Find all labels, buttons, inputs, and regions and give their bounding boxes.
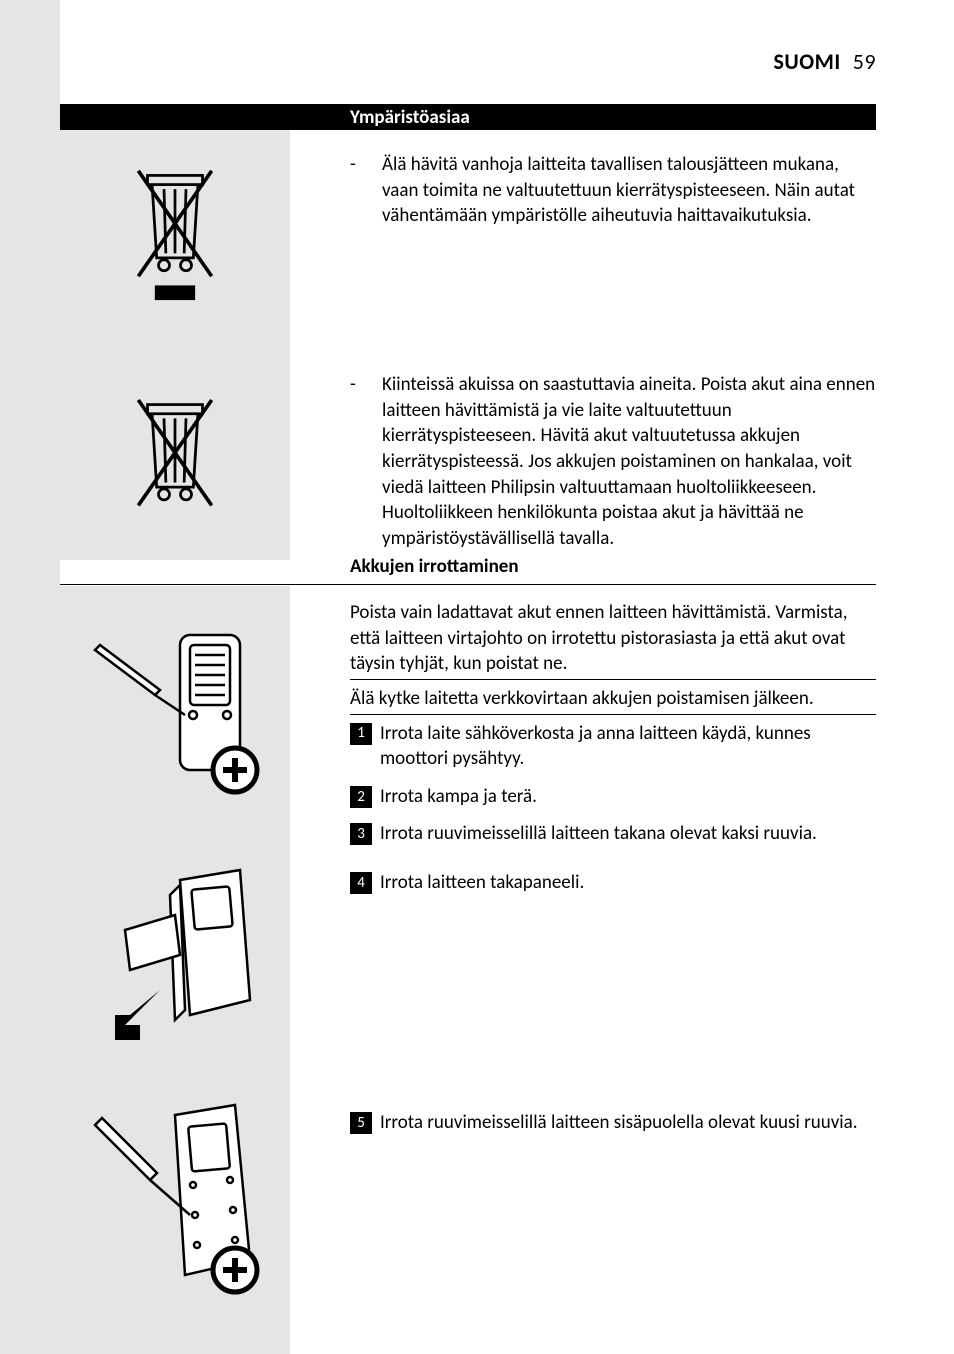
page-header: SUOMI 59 [773, 48, 876, 75]
bullet-dash: - [350, 372, 382, 551]
env-bullet-1-text: Älä hävitä vanhoja laitteita tavallisen … [382, 152, 876, 229]
step-2-text: Irrota kampa ja terä. [380, 784, 876, 810]
step-4-text: Irrota laitteen takapaneeli. [380, 870, 876, 896]
step-number-5: 5 [350, 1112, 372, 1134]
remove-back-panel-icon [85, 850, 265, 1060]
subheading-battery-removal: Akkujen irrottaminen [350, 555, 519, 578]
page: SUOMI 59 Ympäristöasiaa - [60, 0, 954, 1354]
env-bullet-1: - Älä hävitä vanhoja laitteita tavallise… [350, 152, 876, 229]
step-number-3: 3 [350, 823, 372, 845]
step-5-row: 5 Irrota ruuvimeisselillä laitteen sisäp… [350, 1110, 876, 1148]
env-bullet-2: - Kiinteissä akuissa on saastuttavia ain… [350, 372, 876, 551]
crossed-wheelie-bin-icon [85, 140, 265, 330]
step-4: 4 Irrota laitteen takapaneeli. [350, 870, 876, 896]
step-1-text: Irrota laite sähköverkosta ja anna laitt… [380, 721, 876, 772]
crossed-wheelie-bin-battery-icon [85, 370, 265, 540]
section-bar-environment: Ympäristöasiaa [60, 104, 876, 130]
step-4-row: 4 Irrota laitteen takapaneeli. [350, 870, 876, 908]
step-3-text: Irrota ruuvimeisselillä laitteen takana … [380, 821, 876, 847]
battery-warning: Älä kytke laitetta verkkovirtaan akkujen… [350, 686, 876, 715]
screwdriver-back-screws-icon [85, 610, 265, 810]
header-page-number: 59 [853, 48, 876, 75]
step-number-2: 2 [350, 786, 372, 808]
step-5: 5 Irrota ruuvimeisselillä laitteen sisäp… [350, 1110, 876, 1136]
step-5-text: Irrota ruuvimeisselillä laitteen sisäpuo… [380, 1110, 876, 1136]
env-bullet-2-text: Kiinteissä akuissa on saastuttavia ainei… [382, 372, 876, 551]
step-2: 2 Irrota kampa ja terä. [350, 784, 876, 810]
screwdriver-inside-screws-icon [85, 1090, 265, 1310]
battery-removal-content: Poista vain ladattavat akut ennen laitte… [350, 600, 876, 859]
step-number-4: 4 [350, 872, 372, 894]
bullet-dash: - [350, 152, 382, 229]
battery-intro: Poista vain ladattavat akut ennen laitte… [350, 600, 876, 680]
header-language: SUOMI [773, 48, 840, 75]
step-1: 1 Irrota laite sähköverkosta ja anna lai… [350, 721, 876, 772]
step-number-1: 1 [350, 723, 372, 745]
rule-subheading [60, 584, 876, 585]
section-title-environment: Ympäristöasiaa [350, 106, 470, 129]
step-3: 3 Irrota ruuvimeisselillä laitteen takan… [350, 821, 876, 847]
